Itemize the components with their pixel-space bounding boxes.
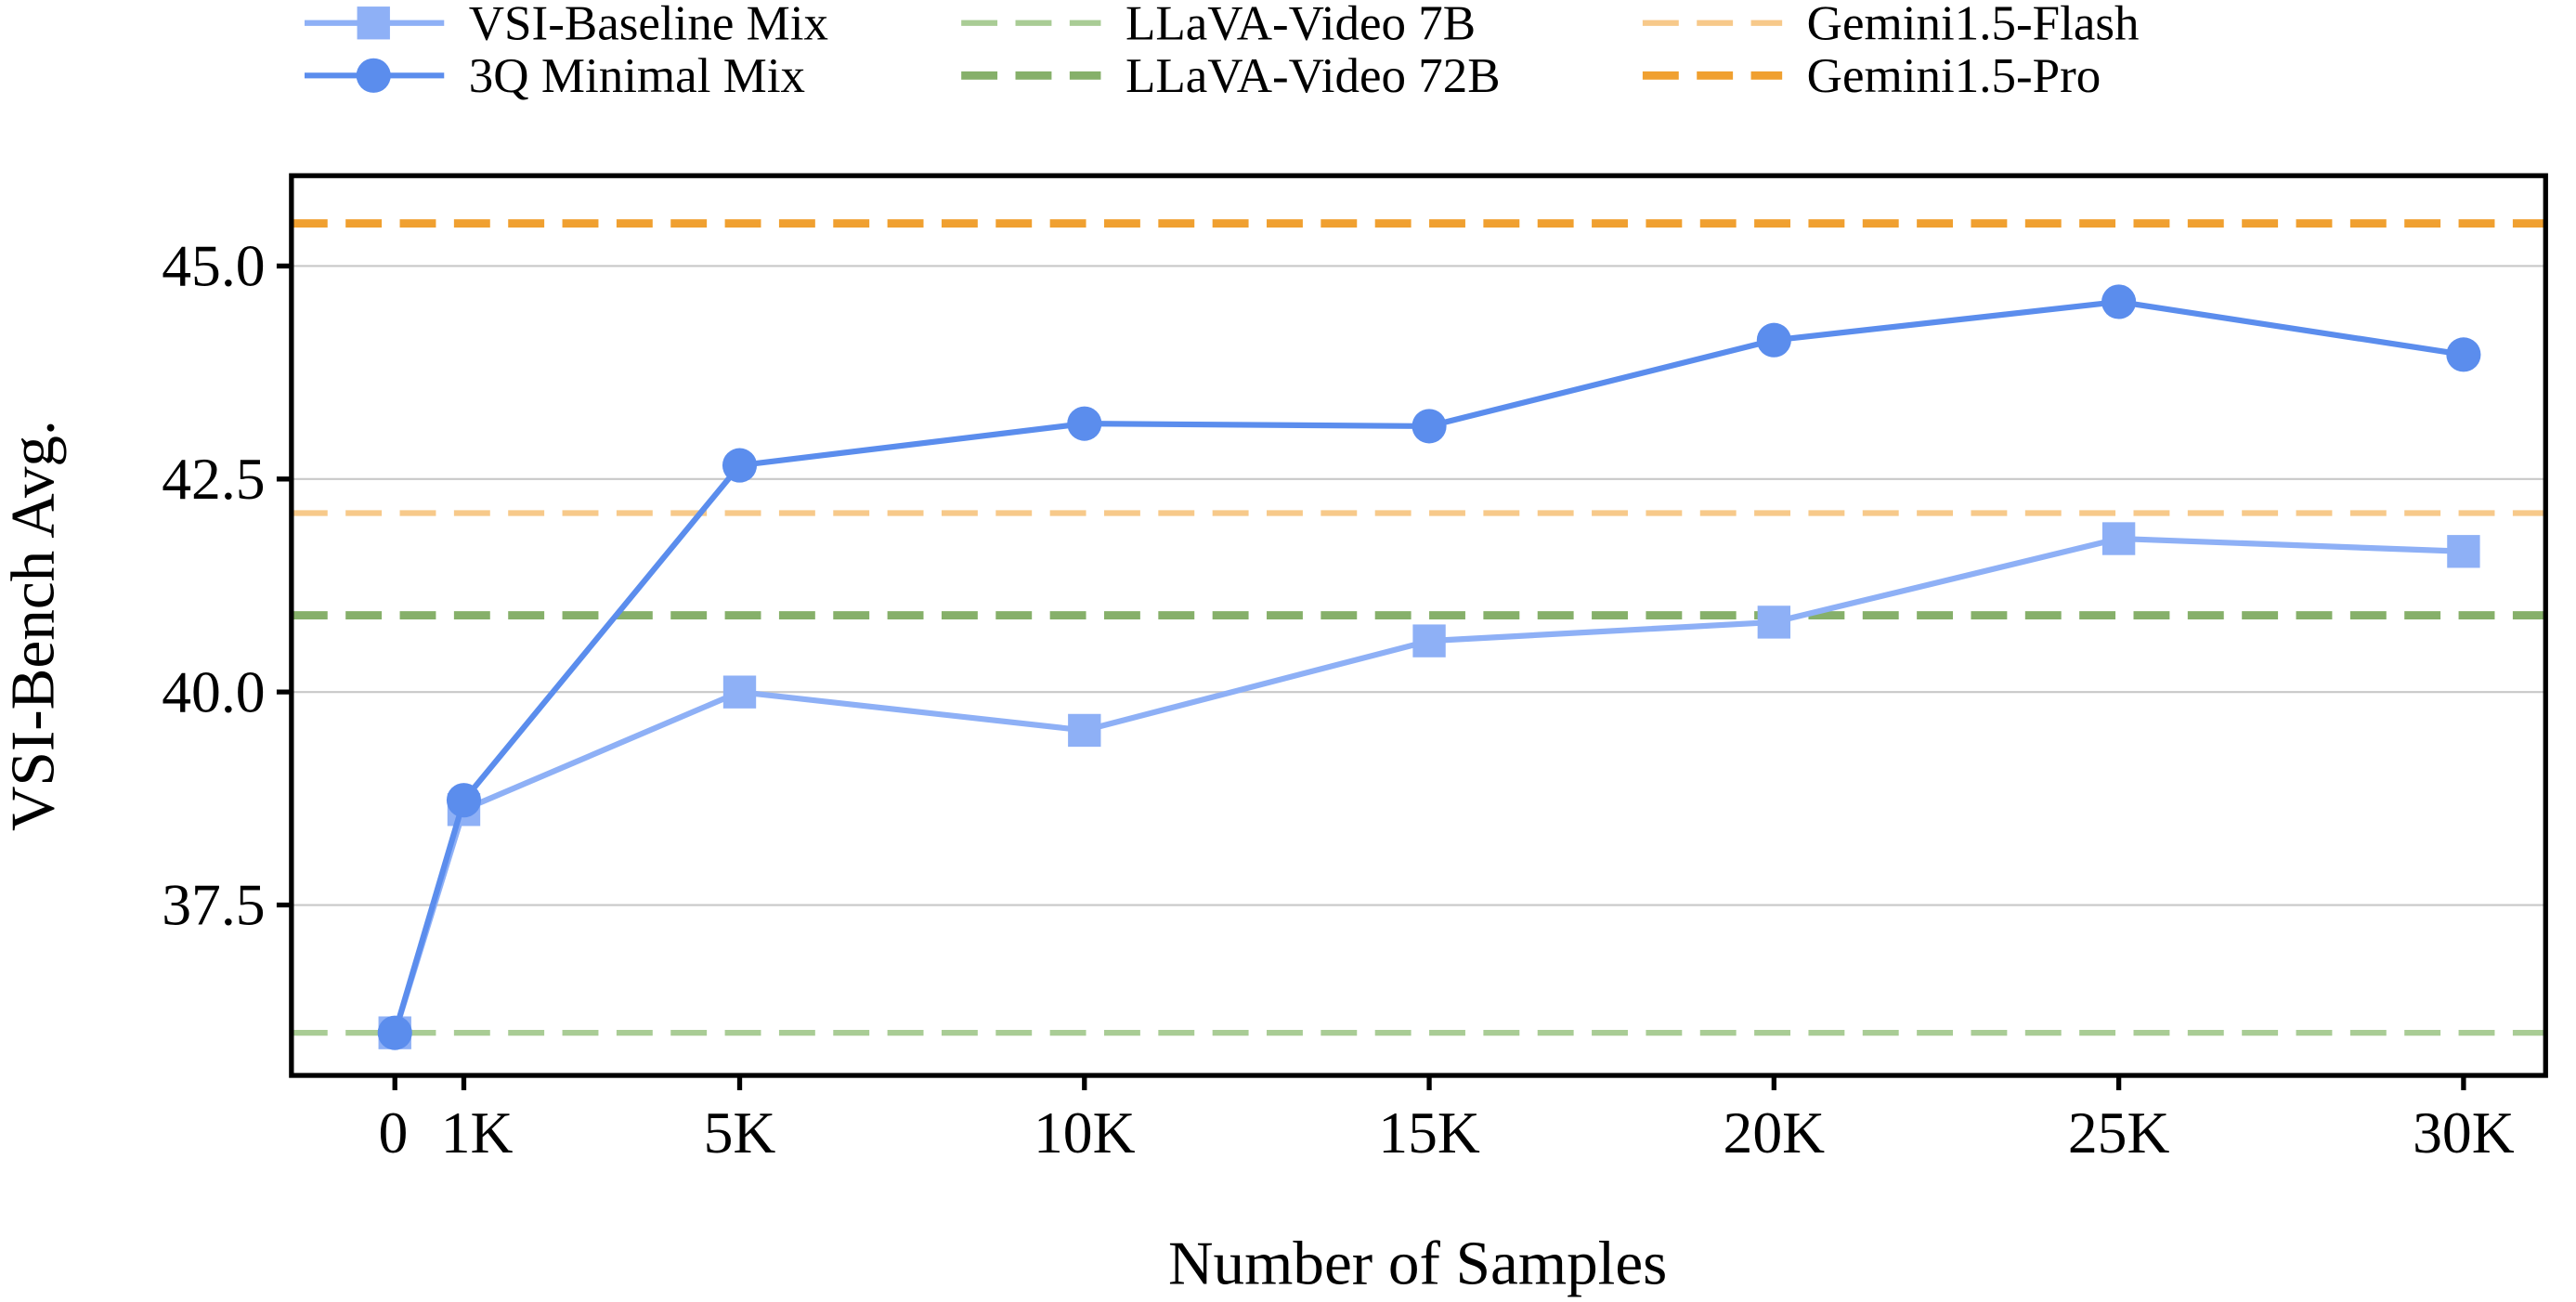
x-tick-label: 0 <box>379 1100 409 1165</box>
data-point-circle <box>377 1015 412 1050</box>
grid <box>291 265 2546 906</box>
data-point-square <box>1412 624 1446 658</box>
data-point-circle <box>1756 322 1791 358</box>
data-point-circle <box>1412 409 1447 444</box>
legend-label: LLaVA-Video 72B <box>1125 49 1501 103</box>
y-tick-label: 45.0 <box>162 233 265 299</box>
data-point-circle <box>722 448 758 483</box>
data-point-square <box>1757 605 1791 639</box>
y-tick-label: 37.5 <box>162 872 265 938</box>
plot-frame <box>289 173 2548 1078</box>
x-tick-label: 30K <box>2413 1100 2515 1165</box>
series-line <box>392 298 2465 1035</box>
x-tick-label: 1K <box>441 1100 514 1165</box>
series <box>377 284 2481 1050</box>
data-point-square <box>1068 713 1101 748</box>
data-point-square <box>722 675 757 709</box>
legend-label: Gemini1.5-Flash <box>1807 0 2140 50</box>
legend-label: 3Q Minimal Mix <box>469 49 805 103</box>
legend-circle-marker <box>356 58 391 93</box>
series-line <box>392 535 2465 1035</box>
data-point-circle <box>2101 284 2137 319</box>
x-tick-label: 15K <box>1378 1100 1480 1165</box>
data-point-square <box>2101 522 2136 555</box>
legend-label: Gemini1.5-Pro <box>1807 49 2101 103</box>
data-point-circle <box>1067 406 1102 441</box>
x-axis-label: Number of Samples <box>1168 1229 1667 1298</box>
x-tick-label: 10K <box>1034 1100 1136 1165</box>
y-tick-label: 42.5 <box>162 446 265 512</box>
legend-label: LLaVA-Video 7B <box>1125 0 1476 50</box>
data-point-circle <box>2446 337 2481 372</box>
y-axis-label: VSI-Bench Avg. <box>0 420 67 831</box>
legend-label: VSI-Baseline Mix <box>469 0 828 50</box>
y-ticks: 37.5 40.0 42.5 45.0 <box>162 233 292 938</box>
y-tick-label: 40.0 <box>162 658 265 724</box>
x-tick-label: 25K <box>2068 1100 2170 1165</box>
legend-square-marker <box>357 7 390 40</box>
data-point-square <box>2447 535 2480 568</box>
x-ticks: 0 1K 5K 10K 15K 20K 25K 30K <box>379 1075 2515 1165</box>
data-point-circle <box>446 783 482 818</box>
x-tick-label: 20K <box>1724 1100 1826 1165</box>
x-tick-label: 5K <box>704 1100 776 1165</box>
